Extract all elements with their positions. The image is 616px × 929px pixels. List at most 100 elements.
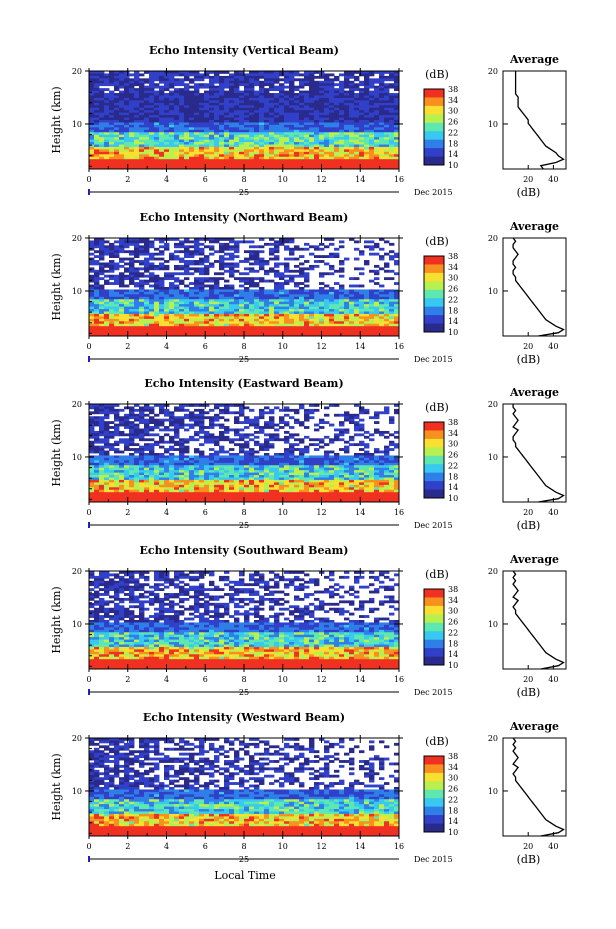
heatmap-cell: [149, 421, 155, 424]
heatmap-cell: [184, 306, 190, 310]
heatmap-cell: [204, 154, 210, 158]
heatmap-cell: [389, 129, 395, 133]
heatmap-cell: [354, 289, 360, 293]
heatmap-cell: [229, 326, 235, 330]
heatmap-cell: [319, 95, 325, 99]
heatmap-cell: [379, 105, 385, 109]
heatmap-cell: [339, 301, 345, 305]
heatmap-cell: [324, 129, 330, 133]
heatmap-cell: [154, 159, 160, 163]
heatmap-cell: [329, 112, 335, 116]
heatmap-cell: [339, 430, 345, 434]
heatmap-cell: [219, 154, 225, 158]
heatmap-cell: [394, 331, 400, 334]
heatmap-cell: [99, 309, 105, 312]
heatmap-cell: [89, 291, 95, 295]
heatmap-cell: [219, 93, 225, 96]
heatmap-cell: [269, 132, 275, 136]
heatmap-cell: [124, 313, 130, 317]
heatmap-cell: [119, 166, 125, 170]
heatmap-cell: [94, 423, 100, 427]
heatmap-cell: [94, 323, 100, 327]
heatmap-cell: [324, 85, 330, 89]
heatmap-cell: [209, 164, 215, 167]
heatmap-cell: [374, 311, 380, 315]
heatmap-cell: [104, 309, 110, 312]
heatmap-cell: [189, 438, 195, 442]
heatmap-cell: [239, 71, 245, 74]
heatmap-cell: [319, 282, 325, 285]
heatmap-cell: [164, 301, 170, 305]
heatmap-cell: [349, 139, 355, 143]
heatmap-cell: [229, 120, 235, 123]
heatmap-cell: [384, 262, 390, 266]
heatmap-cell: [384, 289, 390, 293]
heatmap-cell: [364, 137, 370, 140]
heatmap-cell: [269, 115, 275, 118]
heatmap-cell: [274, 132, 280, 136]
heatmap-cell: [224, 164, 230, 167]
heatmap-cell: [389, 304, 395, 307]
heatmap-cell: [139, 282, 145, 285]
heatmap-cell: [239, 443, 245, 447]
heatmap-cell: [329, 161, 335, 165]
heatmap-cell: [109, 311, 115, 315]
heatmap-cell: [129, 154, 135, 158]
colorbar-segment: [424, 142, 444, 146]
heatmap-cell: [274, 124, 280, 128]
heatmap-cell: [239, 413, 245, 417]
heatmap-cell: [189, 323, 195, 327]
heatmap-cell: [164, 75, 170, 79]
heatmap-cell: [394, 411, 400, 415]
heatmap-cell: [109, 166, 115, 170]
heatmap-cell: [204, 311, 210, 315]
heatmap-cell: [229, 301, 235, 305]
heatmap-cell: [359, 112, 365, 116]
heatmap-cell: [139, 428, 145, 432]
heatmap-cell: [204, 326, 210, 330]
heatmap-cell: [114, 105, 120, 109]
heatmap-cell: [274, 296, 280, 300]
heatmap-cell: [119, 318, 125, 322]
heatmap-cell: [179, 301, 185, 305]
heatmap-cell: [199, 122, 205, 126]
heatmap-cell: [254, 154, 260, 158]
heatmap-cell: [384, 435, 390, 439]
heatmap-cell: [94, 438, 100, 442]
heatmap-cell: [279, 238, 285, 241]
heatmap-cell: [124, 245, 130, 249]
heatmap-cell: [189, 100, 195, 104]
heatmap-cell: [359, 291, 365, 295]
heatmap-cell: [249, 124, 255, 128]
heatmap-cell: [274, 245, 280, 249]
heatmap-cell: [89, 299, 95, 303]
heatmap-cell: [159, 435, 165, 439]
heatmap-cell: [309, 110, 315, 114]
heatmap-cell: [124, 274, 130, 278]
heatmap-cell: [334, 326, 340, 330]
heatmap-cell: [269, 149, 275, 153]
heatmap-cell: [284, 90, 290, 94]
heatmap-cell: [209, 433, 215, 437]
heatmap-cell: [104, 250, 110, 254]
heatmap-cell: [194, 247, 200, 251]
heatmap-cell: [99, 289, 105, 293]
heatmap-cell: [209, 151, 215, 155]
heatmap-cell: [389, 299, 395, 303]
heatmap-cell: [349, 438, 355, 442]
heatmap-cell: [204, 328, 210, 332]
heatmap-cell: [159, 73, 165, 77]
heatmap-cell: [229, 80, 235, 84]
heatmap-cell: [254, 71, 260, 74]
colorbar-segment: [424, 261, 444, 265]
heatmap-cell: [154, 100, 160, 104]
heatmap-cell: [104, 269, 110, 273]
heatmap-cell: [129, 277, 135, 281]
heatmap-cell: [244, 282, 250, 285]
heatmap-cell: [344, 97, 350, 101]
heatmap-cell: [259, 105, 265, 109]
heatmap-cell: [144, 156, 150, 160]
heatmap-cell: [284, 296, 290, 300]
heatmap-cell: [174, 166, 180, 170]
heatmap-cell: [289, 250, 295, 254]
